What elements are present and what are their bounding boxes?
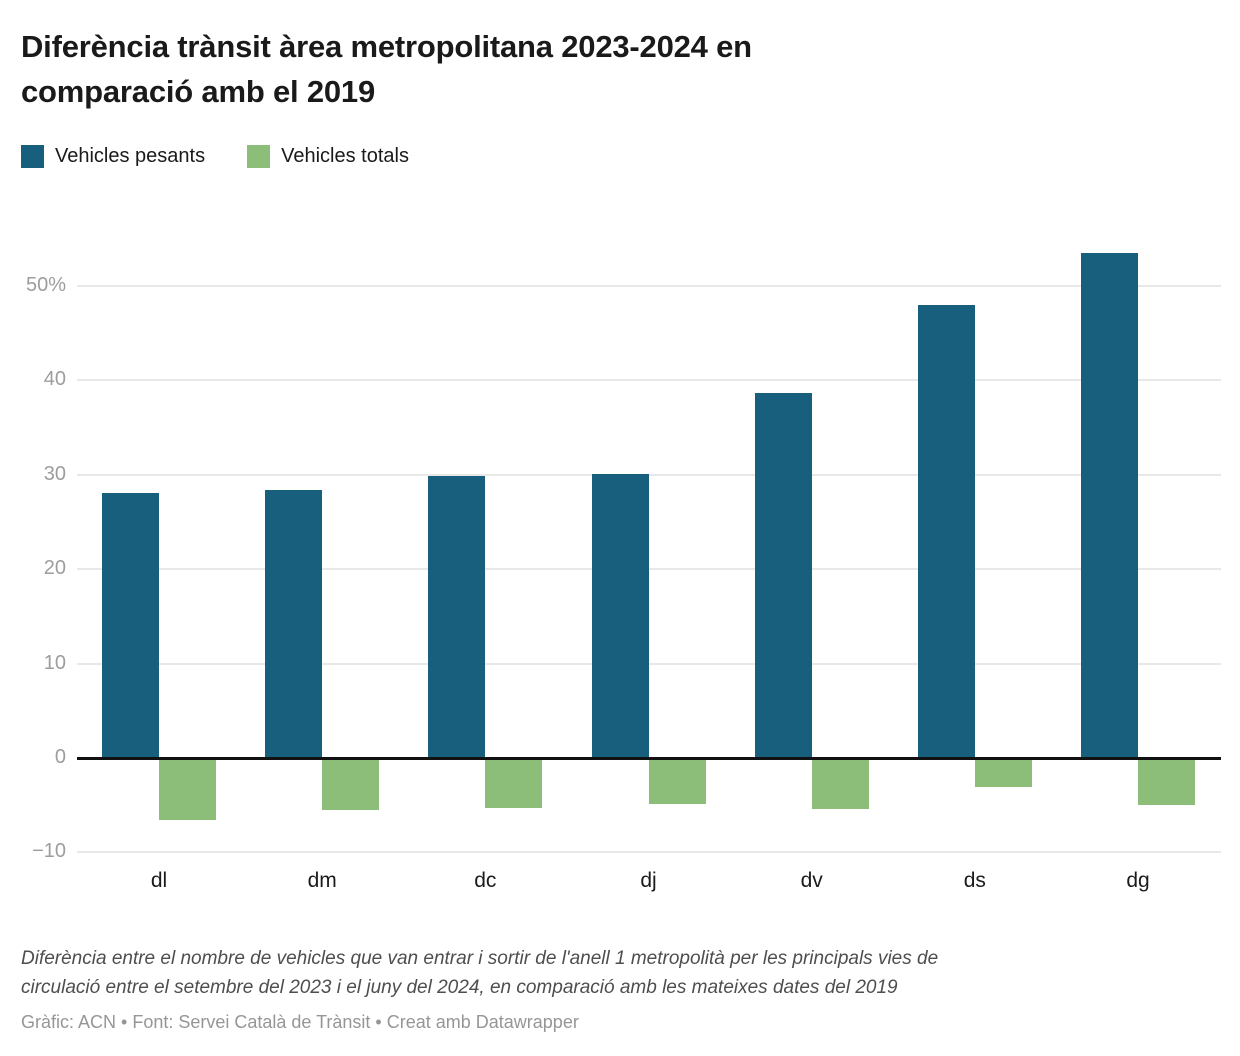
bar-vehicles-totals-dl bbox=[159, 758, 216, 821]
y-tick-label-10: 10 bbox=[43, 651, 66, 674]
y-tick-label-40: 40 bbox=[43, 368, 66, 391]
note-line-1: Diferència entre el nombre de vehicles q… bbox=[21, 948, 939, 969]
x-axis-label-dl: dl bbox=[150, 869, 168, 892]
gridline--10 bbox=[77, 851, 1221, 854]
x-axis-label-dg: dg bbox=[1126, 869, 1150, 892]
legend-item-vehicles-totals: Vehicles totals bbox=[247, 145, 409, 168]
page-title: Diferència trànsit àrea metropolitana 20… bbox=[21, 24, 752, 114]
bar-vehicles-pesants-dc bbox=[428, 475, 486, 758]
x-axis-label-dj: dj bbox=[640, 869, 657, 892]
legend-item-vehicles-pesants: Vehicles pesants bbox=[21, 145, 205, 168]
y-tick-label--10: −10 bbox=[32, 840, 66, 863]
chart-credit: Gràfic: ACN • Font: Servei Català de Trà… bbox=[21, 1012, 579, 1032]
legend-swatch-totals-icon bbox=[247, 145, 271, 168]
x-axis-label-dv: dv bbox=[800, 869, 823, 892]
y-tick-label-0: 0 bbox=[54, 746, 66, 768]
bar-vehicles-totals-dm bbox=[322, 758, 380, 810]
legend: Vehicles pesants Vehicles totals bbox=[21, 145, 451, 168]
bar-vehicles-totals-dg bbox=[1138, 758, 1195, 806]
legend-swatch-pesants-icon bbox=[21, 145, 44, 168]
gridline-50 bbox=[77, 285, 1221, 287]
gridline-10 bbox=[77, 662, 1221, 665]
gridline-40 bbox=[77, 379, 1221, 382]
x-axis-label-dm: dm bbox=[307, 869, 337, 892]
legend-label-pesants: Vehicles pesants bbox=[55, 145, 206, 167]
bar-chart-plot-area: 50% 40 30 20 10 0 −10 dl dm dc dj dv ds dg bbox=[25, 252, 1221, 892]
y-tick-label-30: 30 bbox=[43, 462, 66, 485]
bar-vehicles-totals-dv bbox=[811, 758, 869, 809]
bar-vehicles-pesants-dm bbox=[265, 489, 323, 758]
bar-vehicles-pesants-dg bbox=[1081, 252, 1138, 758]
gridline-30 bbox=[77, 473, 1221, 476]
note-line-2: circulació entre el setembre del 2023 i … bbox=[21, 977, 898, 998]
bar-vehicles-pesants-dl bbox=[102, 492, 159, 758]
bar-vehicles-totals-dc bbox=[485, 758, 543, 809]
y-tick-label-20: 20 bbox=[43, 557, 66, 580]
bar-vehicles-pesants-ds bbox=[917, 304, 975, 758]
bar-vehicles-pesants-dv bbox=[754, 392, 812, 758]
x-axis-label-dc: dc bbox=[474, 869, 497, 892]
bar-vehicles-totals-dj bbox=[648, 758, 706, 805]
zero-baseline bbox=[77, 756, 1221, 760]
title-line-2: comparació amb el 2019 bbox=[21, 74, 376, 109]
bar-vehicles-pesants-dj bbox=[591, 473, 649, 758]
gridline-20 bbox=[77, 568, 1221, 571]
x-axis-label-ds: ds bbox=[963, 869, 986, 892]
title-line-1: Diferència trànsit àrea metropolitana 20… bbox=[21, 29, 752, 64]
bar-vehicles-totals-ds bbox=[974, 758, 1032, 788]
legend-label-totals: Vehicles totals bbox=[281, 145, 409, 167]
chart-notes: Diferència entre el nombre de vehicles q… bbox=[21, 944, 938, 1002]
y-tick-label-50: 50% bbox=[25, 274, 66, 296]
